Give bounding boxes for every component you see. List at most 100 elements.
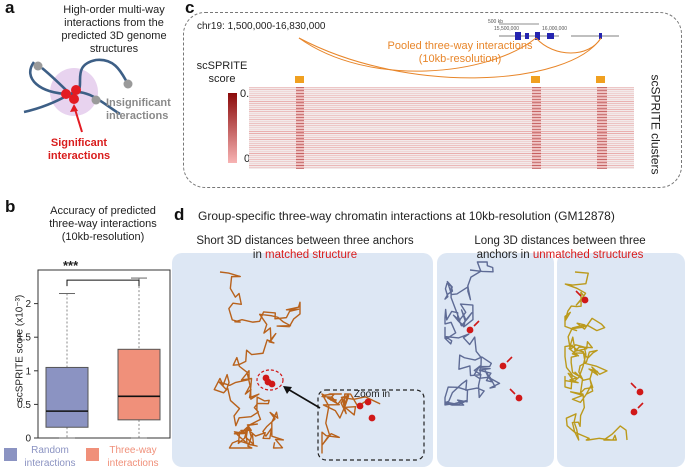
panel-b-title-line-3: (10kb-resolution) <box>61 231 145 243</box>
legend-threeway-line-1: Three-way <box>109 445 157 456</box>
unmatched-structures-text: unmatched structures <box>532 249 644 261</box>
box-threeway <box>117 348 161 421</box>
heatmap-row <box>249 131 634 132</box>
unmatched-caption-prefix: anchors in <box>476 249 533 261</box>
significant-label: Significant interactions <box>34 137 124 163</box>
heatmap-row <box>249 109 634 110</box>
anchor-sphere <box>581 296 589 304</box>
heatmap-row <box>249 123 634 124</box>
genome-region: chr19: 1,500,000-16,830,000 <box>197 21 326 32</box>
anchor-marker <box>531 76 540 83</box>
chain-end-marker <box>33 61 43 71</box>
anchor-sphere <box>636 388 644 396</box>
zoom-in-label: Zoom in <box>354 389 391 400</box>
matched-caption-line-2: in matched structure <box>180 248 430 262</box>
anchor-marker <box>596 76 605 83</box>
heatmap-row <box>249 97 634 98</box>
heatmap-row <box>249 115 634 116</box>
anchor-sphere <box>368 414 376 422</box>
y-tick-label: 0.5 <box>17 400 31 411</box>
interaction-arc <box>298 37 537 72</box>
gene-block <box>599 33 602 39</box>
heatmap-row <box>249 95 634 96</box>
heatmap-row <box>249 89 634 90</box>
box-random <box>45 366 89 428</box>
chain-path <box>321 393 381 454</box>
significance-stars: *** <box>63 258 79 273</box>
heatmap-row <box>249 137 634 138</box>
panel-a-title-line-4: structures <box>89 43 139 55</box>
panel-a-label: a <box>5 0 15 17</box>
heatmap-row <box>249 155 634 156</box>
anchor-highlight-circle <box>256 369 284 391</box>
unmatched-caption-line-2: anchors in unmatched structures <box>450 248 670 262</box>
panel-d-label: d <box>174 205 185 224</box>
panel-a-title-line-3: predicted 3D genome <box>61 30 167 42</box>
interaction-arc <box>298 37 602 79</box>
boxplot-chart: 0 0.5 1 1.5 2 <box>17 269 171 445</box>
significant-anchor-marker <box>71 85 81 95</box>
score-label-line-2: score <box>208 73 236 85</box>
anchor-pointer-arrow <box>630 382 637 389</box>
significant-label-line-2: interactions <box>47 150 111 162</box>
zoom-arrow-head-icon <box>283 386 292 394</box>
pooled-line-2: (10kb-resolution) <box>418 53 502 65</box>
y-tick-label: 2 <box>25 299 31 310</box>
boxplot-marks <box>45 277 161 439</box>
anchor-pointer-arrow <box>575 290 582 297</box>
insignificant-label-line-2: interactions <box>106 110 169 122</box>
ruler-scale: 500 kb <box>488 19 504 25</box>
legend-random-line-1: Random <box>31 445 69 456</box>
heatmap-row <box>249 145 634 146</box>
ruler-right: 16,000,000 <box>542 26 568 32</box>
heatmap-row <box>249 103 634 104</box>
panel-a-title-line-1: High-order multi-way <box>63 4 165 16</box>
unmatched-caption-line-1: Long 3D distances between three <box>474 235 646 247</box>
significance-bracket <box>66 279 140 287</box>
heatmap-row <box>249 91 634 92</box>
legend-threeway-line-2: interactions <box>107 458 159 469</box>
panel-b-title: Accuracy of predicted three-way interact… <box>28 205 178 244</box>
heatmap-row <box>249 121 634 122</box>
legend-random: Random interactions <box>20 444 80 470</box>
heatmap-row <box>249 161 634 162</box>
chain-path <box>213 271 301 449</box>
y-tick-label: 1 <box>25 366 31 377</box>
significant-label-line-1: Significant <box>50 137 108 149</box>
gene-block <box>525 33 529 39</box>
chain-path <box>564 271 628 441</box>
heatmap-row <box>249 119 634 120</box>
zoomed-structure-chain <box>321 393 381 454</box>
heatmap-row <box>249 93 634 94</box>
anchor-sphere <box>264 378 272 386</box>
zoom-arrow <box>285 387 321 409</box>
gene-block <box>547 33 554 39</box>
heatmap-row <box>249 165 634 166</box>
anchor-sphere <box>515 394 523 402</box>
legend-random-line-2: interactions <box>24 458 76 469</box>
heatmap-row <box>249 163 634 164</box>
matched-structure-chain <box>213 271 301 449</box>
pooled-line-1: Pooled three-way interactions <box>387 40 533 52</box>
heatmap-row <box>249 133 634 134</box>
anchor-pointer-arrow <box>473 320 480 327</box>
heatmap-row <box>249 117 634 118</box>
heatmap-row <box>249 143 634 144</box>
anchor-sphere <box>630 408 638 416</box>
score-min: 0 <box>244 153 251 165</box>
chain-path <box>444 261 501 406</box>
anchor-pointer-arrow <box>506 356 513 363</box>
matched-structure-text: matched structure <box>265 249 358 261</box>
panel-b-title-line-1: Accuracy of predicted <box>50 205 156 217</box>
y-tick-label: 1.5 <box>17 333 31 344</box>
anchor-pointer-arrow <box>509 388 516 395</box>
pooled-interactions-label: Pooled three-way interactions (10kb-reso… <box>370 40 550 66</box>
plot-frame <box>37 269 171 439</box>
score-label-line-1: scSPRITE <box>196 60 248 72</box>
gene-block <box>515 32 521 40</box>
genome-track <box>295 23 619 83</box>
significant-anchor-marker <box>69 94 79 104</box>
scsprite-heatmap <box>249 87 634 169</box>
panel-d-title: Group-specific three-way chromatin inter… <box>198 209 615 223</box>
